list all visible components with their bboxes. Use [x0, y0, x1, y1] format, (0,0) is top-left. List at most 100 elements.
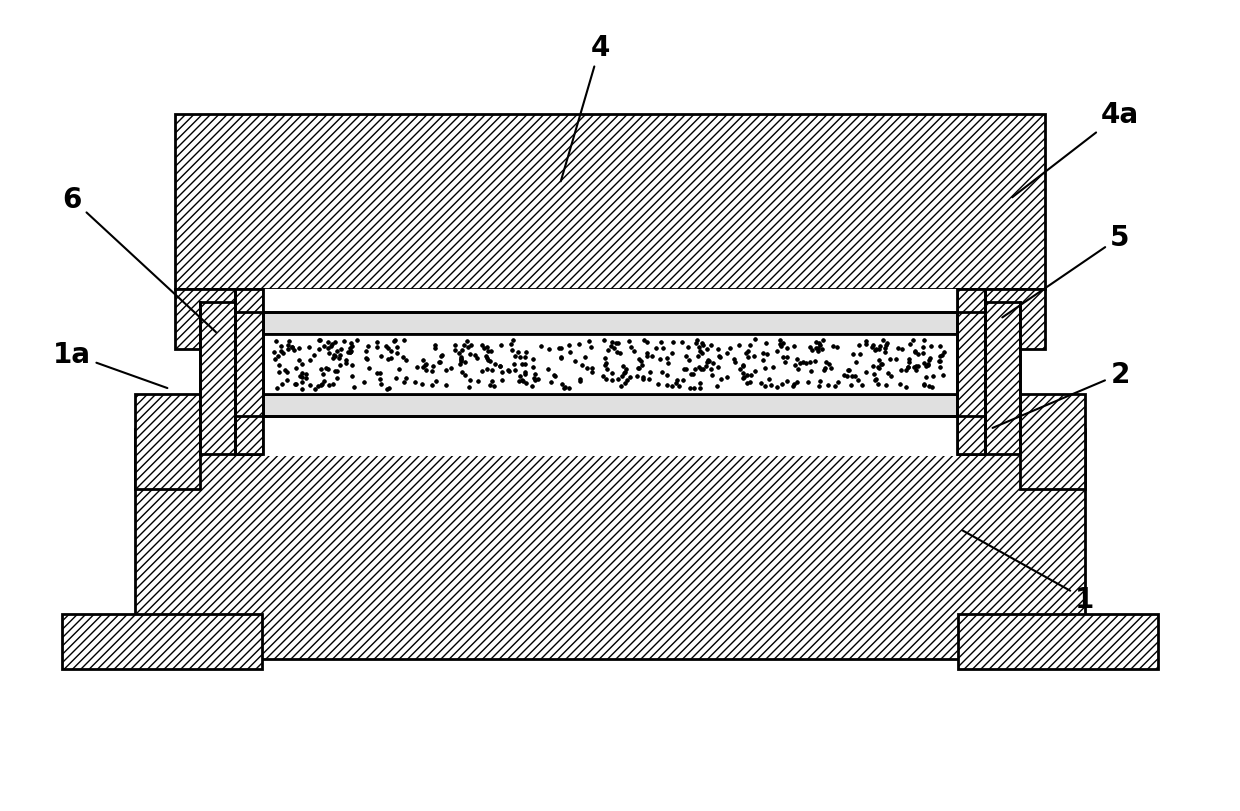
- Point: [873, 334, 893, 347]
- Point: [658, 357, 678, 370]
- Point: [826, 380, 846, 393]
- Point: [336, 354, 356, 367]
- Point: [900, 338, 920, 351]
- Point: [740, 376, 760, 389]
- Point: [742, 369, 761, 382]
- Point: [631, 355, 651, 368]
- Point: [758, 349, 777, 362]
- Point: [347, 334, 367, 347]
- Point: [738, 345, 758, 358]
- Point: [787, 363, 807, 376]
- Point: [327, 365, 347, 378]
- Point: [800, 341, 820, 354]
- Point: [425, 342, 445, 355]
- Point: [515, 358, 534, 371]
- Point: [827, 341, 847, 354]
- Point: [281, 341, 301, 354]
- Point: [516, 345, 536, 358]
- Point: [265, 353, 285, 366]
- Text: 4: 4: [560, 34, 610, 182]
- Point: [766, 345, 786, 358]
- Point: [322, 352, 342, 365]
- Point: [863, 340, 883, 353]
- Point: [878, 367, 898, 380]
- Point: [784, 380, 804, 393]
- Point: [459, 381, 479, 394]
- Point: [427, 375, 446, 388]
- Point: [546, 370, 565, 383]
- Point: [451, 354, 471, 367]
- Point: [382, 345, 402, 358]
- Point: [342, 358, 362, 371]
- Point: [899, 356, 919, 369]
- Point: [296, 368, 316, 381]
- Point: [472, 365, 492, 378]
- Point: [472, 365, 492, 378]
- Point: [293, 376, 312, 389]
- Point: [582, 367, 601, 380]
- Point: [340, 346, 360, 359]
- Point: [651, 337, 671, 350]
- Point: [725, 355, 745, 368]
- Point: [908, 348, 928, 361]
- Point: [554, 383, 574, 396]
- Point: [371, 350, 391, 363]
- Point: [691, 377, 711, 390]
- Point: [304, 350, 324, 363]
- Bar: [985, 303, 1021, 454]
- Point: [286, 378, 306, 391]
- Point: [805, 355, 825, 368]
- Point: [740, 339, 760, 352]
- Point: [790, 357, 810, 370]
- Point: [525, 371, 544, 384]
- Point: [290, 370, 310, 383]
- Point: [388, 363, 408, 375]
- Point: [293, 376, 312, 389]
- Point: [523, 353, 543, 366]
- Point: [909, 360, 929, 373]
- Point: [467, 352, 487, 365]
- Point: [341, 345, 361, 358]
- Point: [869, 363, 889, 375]
- Point: [436, 364, 456, 377]
- Point: [601, 341, 621, 354]
- Point: [490, 359, 510, 372]
- Point: [314, 375, 334, 388]
- Point: [264, 345, 284, 358]
- Point: [702, 339, 722, 352]
- Point: [919, 359, 939, 372]
- Point: [278, 339, 298, 352]
- Point: [738, 351, 758, 364]
- Point: [698, 355, 718, 368]
- Point: [899, 353, 919, 366]
- Point: [691, 345, 711, 358]
- Point: [414, 359, 434, 372]
- Point: [269, 367, 289, 380]
- Point: [343, 380, 363, 393]
- Point: [515, 366, 534, 379]
- Point: [863, 341, 883, 354]
- Point: [689, 382, 709, 395]
- Point: [522, 380, 542, 393]
- Point: [388, 347, 408, 360]
- Point: [689, 382, 709, 395]
- Point: [394, 376, 414, 389]
- Point: [613, 360, 632, 373]
- Point: [676, 350, 696, 363]
- Point: [899, 353, 919, 366]
- Point: [480, 355, 500, 368]
- Point: [787, 363, 807, 376]
- Point: [923, 370, 942, 383]
- Point: [921, 340, 941, 353]
- Point: [796, 358, 816, 371]
- Point: [293, 358, 312, 371]
- Point: [492, 367, 512, 380]
- Point: [296, 368, 316, 381]
- Point: [606, 337, 626, 350]
- Point: [272, 345, 291, 358]
- Point: [626, 371, 646, 384]
- Point: [899, 362, 919, 375]
- Point: [291, 383, 311, 396]
- Point: [711, 351, 730, 364]
- Point: [604, 342, 624, 355]
